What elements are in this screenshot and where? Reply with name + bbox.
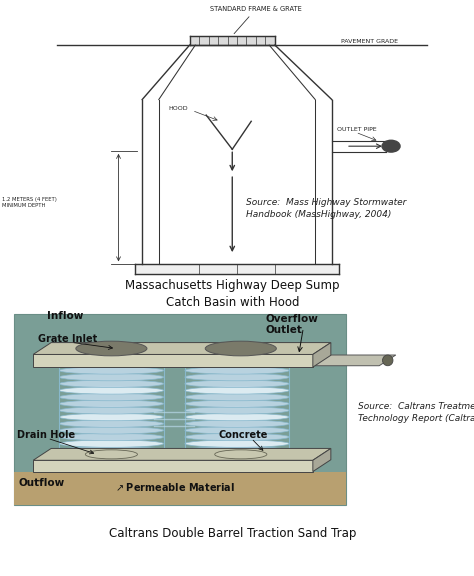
Bar — [14, 472, 346, 506]
Text: Drain Hole: Drain Hole — [17, 430, 75, 439]
Text: Overflow
Outlet: Overflow Outlet — [265, 313, 319, 335]
Ellipse shape — [215, 450, 267, 459]
Text: Grate Inlet: Grate Inlet — [38, 334, 97, 344]
Ellipse shape — [185, 393, 289, 401]
Ellipse shape — [59, 373, 164, 381]
Ellipse shape — [59, 400, 164, 407]
Ellipse shape — [59, 380, 164, 388]
Text: Massachusetts Highway Deep Sump
Catch Basin with Hood: Massachusetts Highway Deep Sump Catch Ba… — [125, 279, 339, 309]
Ellipse shape — [185, 453, 289, 461]
Text: PAVEMENT GRADE: PAVEMENT GRADE — [341, 39, 398, 44]
Polygon shape — [313, 355, 396, 366]
Polygon shape — [33, 354, 313, 367]
Ellipse shape — [85, 450, 137, 459]
Ellipse shape — [59, 446, 164, 454]
Ellipse shape — [205, 341, 276, 356]
Text: OUTLET PIPE: OUTLET PIPE — [337, 127, 376, 132]
Ellipse shape — [185, 386, 289, 394]
Ellipse shape — [59, 433, 164, 441]
Ellipse shape — [185, 373, 289, 381]
Text: Source:  Mass Highway Stormwater
Handbook (MassHighway, 2004): Source: Mass Highway Stormwater Handbook… — [246, 198, 407, 219]
Ellipse shape — [185, 433, 289, 441]
Ellipse shape — [59, 427, 164, 434]
Ellipse shape — [59, 414, 164, 420]
Ellipse shape — [59, 386, 164, 394]
Circle shape — [382, 141, 400, 152]
Text: Caltrans Double Barrel Traction Sand Trap: Caltrans Double Barrel Traction Sand Tra… — [109, 527, 356, 540]
Ellipse shape — [185, 367, 289, 374]
Polygon shape — [313, 449, 331, 472]
Ellipse shape — [59, 393, 164, 401]
Ellipse shape — [59, 440, 164, 448]
Ellipse shape — [185, 420, 289, 427]
Text: 1.2 METERS (4 FEET)
MINIMUM DEPTH: 1.2 METERS (4 FEET) MINIMUM DEPTH — [2, 196, 57, 208]
Ellipse shape — [185, 446, 289, 454]
Text: $\nearrow$Permeable Material: $\nearrow$Permeable Material — [114, 482, 235, 493]
Ellipse shape — [185, 414, 289, 420]
Text: STANDARD FRAME & GRATE: STANDARD FRAME & GRATE — [210, 6, 302, 33]
Text: Outflow: Outflow — [19, 478, 65, 488]
Ellipse shape — [59, 367, 164, 374]
Bar — [14, 313, 346, 506]
Polygon shape — [33, 460, 313, 472]
Ellipse shape — [59, 420, 164, 427]
Polygon shape — [33, 449, 331, 460]
Text: Concrete: Concrete — [218, 430, 267, 439]
Text: HOOD: HOOD — [168, 107, 188, 111]
Text: Source:  Caltrans Treatment BMP
Technology Report (Caltrans, 2010): Source: Caltrans Treatment BMP Technolog… — [358, 401, 474, 423]
Text: Inflow: Inflow — [47, 311, 84, 321]
Ellipse shape — [76, 341, 147, 356]
Polygon shape — [313, 343, 331, 367]
Ellipse shape — [185, 427, 289, 434]
Ellipse shape — [59, 453, 164, 461]
Ellipse shape — [383, 355, 393, 366]
Ellipse shape — [185, 440, 289, 448]
Polygon shape — [33, 343, 331, 354]
Ellipse shape — [185, 400, 289, 407]
Ellipse shape — [59, 407, 164, 414]
Ellipse shape — [185, 407, 289, 414]
Ellipse shape — [185, 380, 289, 388]
